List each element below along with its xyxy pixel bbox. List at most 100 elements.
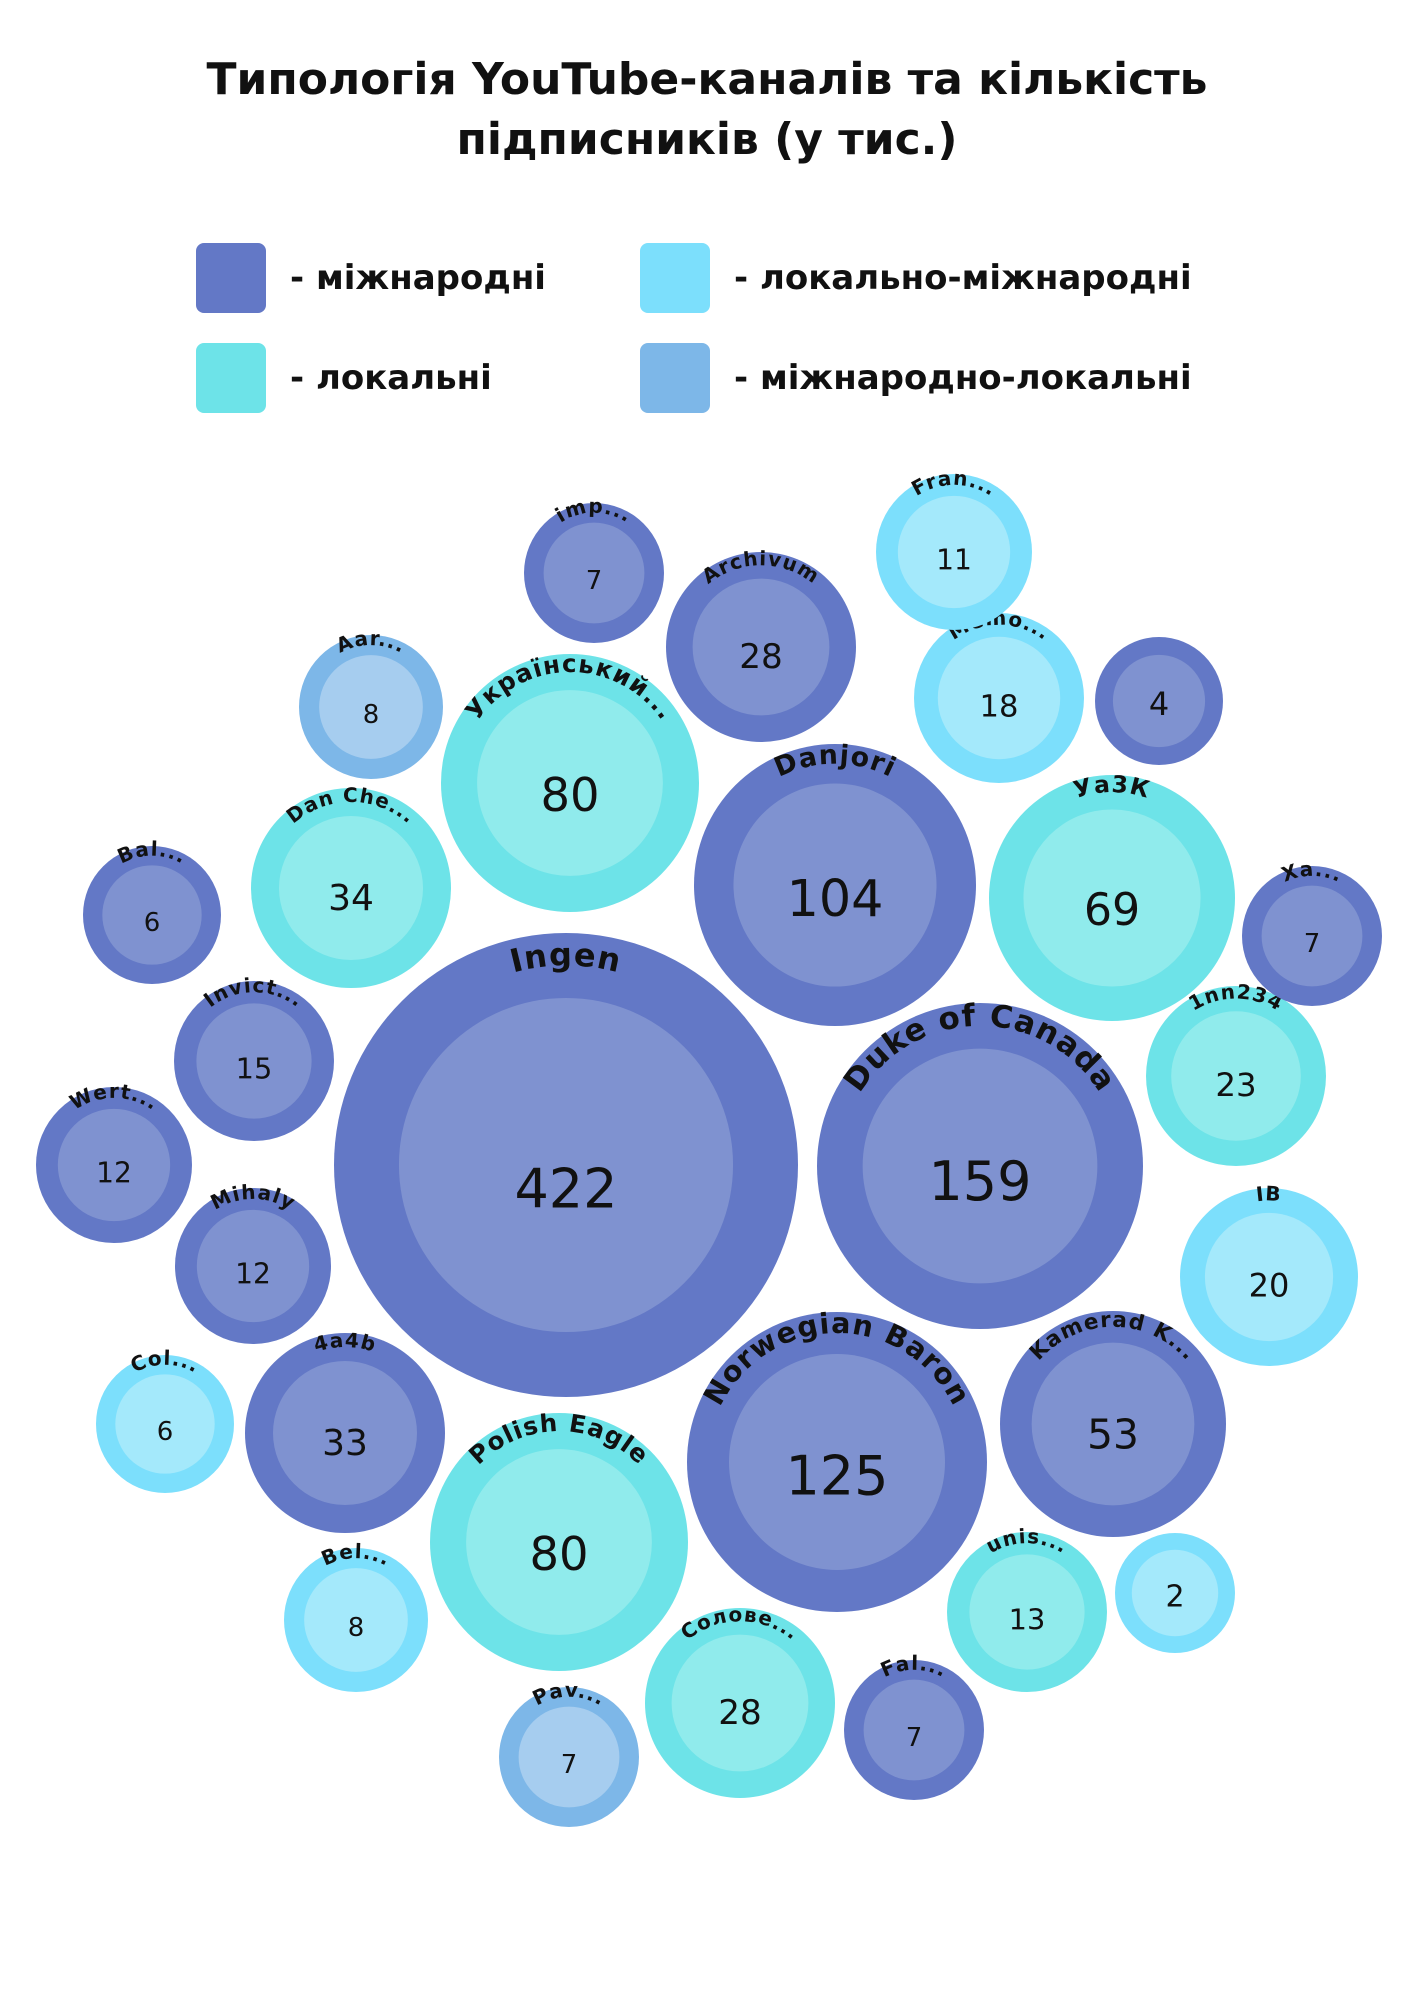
bubble-inner-circle [319,655,423,759]
bubble-inner-circle [477,690,663,876]
bubble-inner-circle [102,865,202,965]
bubble-inner-circle [273,1361,417,1505]
legend-label-local: - локальні [290,358,492,398]
bubble-value-label: 2 [1165,1579,1184,1614]
bubble-value-label: 53 [1087,1411,1139,1459]
bubble-value-label: 8 [348,1613,365,1643]
chart-title: Типологія YouTube-каналів та кількість п… [0,50,1414,170]
bubble: 4 [1095,637,1223,765]
bubble: 12Wert... [36,1079,192,1243]
bubble-value-label: 11 [936,543,972,576]
bubble-value-label: 7 [906,1723,923,1753]
bubble-value-label: 18 [980,690,1019,725]
legend-item-local: - локальні [196,343,492,413]
bubble-value-label: 28 [739,637,783,677]
bubble: 15Invict... [174,973,334,1141]
legend-label-international-local: - міжнародно-локальні [734,358,1192,398]
bubble-inner-circle [671,1634,809,1772]
bubble-value-label: 8 [363,700,380,730]
bubble-value-label: 12 [96,1156,132,1189]
bubble-value-label: 4 [1149,685,1169,723]
bubble: 20 ІВ [1180,1181,1358,1366]
bubble-value-label: 80 [529,1527,588,1581]
bubble-value-label: 7 [561,1750,578,1780]
bubble-name-label: Ingen [506,935,625,980]
bubble-value-label: 422 [514,1157,617,1220]
bubble-value-label: 15 [236,1052,273,1086]
bubble-inner-circle [729,1354,945,1570]
bubble-inner-circle [304,1568,408,1672]
bubble-value-label: 69 [1084,885,1140,936]
bubble-value-label: 6 [157,1417,174,1447]
bubble-value-label: 7 [586,566,603,596]
bubble-value-label: 13 [1009,1603,1046,1637]
bubble-inner-circle [692,578,830,716]
legend-item-local-international: - локально-міжнародні [640,243,1192,313]
bubble: 8Aar... [299,626,443,779]
legend-swatch-local-international [640,243,710,313]
legend-item-international-local: - міжнародно-локальні [640,343,1192,413]
bubble-inner-circle [1112,654,1206,748]
bubble: 2 [1115,1533,1235,1653]
bubble-value-label: 20 [1249,1267,1290,1305]
bubble: 422 Ingen [334,933,798,1397]
bubble-inner-circle [398,997,734,1333]
bubble-value-label: 125 [785,1445,888,1508]
bubble-value-label: 12 [235,1257,271,1290]
bubble-inner-circle [543,522,645,624]
chart-title-line1: Типологія YouTube-каналів та кількість [206,54,1208,105]
bubble-inner-circle [57,1108,171,1222]
bubble: 18Memo... [914,606,1084,783]
bubble-inner-circle [862,1048,1098,1284]
bubble-inner-circle [1023,809,1201,987]
legend-label-international: - міжнародні [290,258,546,298]
legend-item-international: - міжнародні [196,243,546,313]
bubble-inner-circle [863,1679,965,1781]
bubble: 6Col... [96,1345,234,1493]
bubble-inner-circle [1131,1549,1219,1637]
bubble-value-label: 28 [718,1693,762,1733]
bubble: 80Український... [441,649,699,912]
bubble-inner-circle [733,783,937,987]
chart-title-line2: підписників (у тис.) [456,114,958,165]
bubble-name-label: ІВ [1255,1181,1282,1206]
bubble-inner-circle [937,636,1061,760]
bubble-value-label: 80 [540,768,599,822]
legend-swatch-international-local [640,343,710,413]
bubble: 7Pav... [499,1678,639,1827]
bubble: 7Xa... [1242,857,1382,1006]
bubble-inner-circle [1171,1011,1301,1141]
bubble: 28Солове... [645,1602,835,1798]
bubble-value-label: 104 [787,869,884,928]
bubble-inner-circle [466,1449,652,1635]
bubble: 8Bel... [284,1539,428,1692]
bubble-value-label: 34 [328,878,374,919]
bubble-value-label: 159 [928,1150,1031,1213]
legend-swatch-local [196,343,266,413]
bubble-value-label: 33 [322,1423,368,1464]
bubble-inner-circle [969,1554,1085,1670]
bubble: 13unis... [947,1524,1107,1692]
bubble-inner-circle [196,1209,310,1323]
bubble-inner-circle [1261,885,1363,987]
bubble-value-label: 23 [1215,1066,1256,1104]
bubble-inner-circle [897,495,1011,609]
legend-swatch-international [196,243,266,313]
bubble: 6Bal... [83,836,221,984]
bubble-inner-circle [1204,1212,1334,1342]
bubble-inner-circle [279,816,423,960]
bubble-value-label: 6 [144,908,161,938]
bubble-inner-circle [115,1374,215,1474]
